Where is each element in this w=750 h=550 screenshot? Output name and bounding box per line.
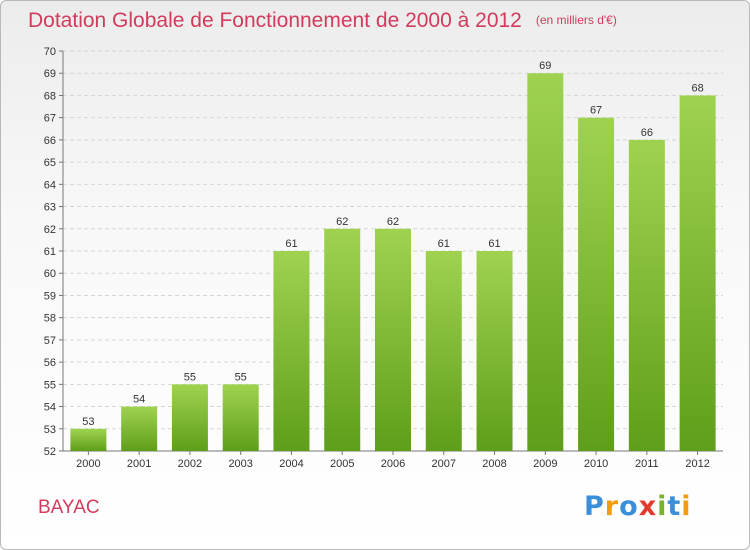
bar-value-label: 55 xyxy=(235,371,247,383)
bar-value-label: 61 xyxy=(488,238,500,250)
x-tick-label: 2007 xyxy=(432,458,456,470)
bars xyxy=(70,73,716,452)
y-tick-label: 65 xyxy=(44,157,56,169)
bar xyxy=(273,251,310,451)
x-tick-label: 2000 xyxy=(76,458,100,470)
bar-value-label: 66 xyxy=(641,127,653,139)
bar-value-label: 68 xyxy=(691,82,703,94)
bar xyxy=(679,95,716,451)
logo-letter: t xyxy=(667,491,682,522)
y-tick-label: 62 xyxy=(44,224,56,236)
bar xyxy=(425,251,462,451)
y-tick-label: 68 xyxy=(44,90,56,102)
bar-value-label: 62 xyxy=(387,216,399,228)
bar-value-label: 54 xyxy=(133,394,145,406)
y-tick-label: 56 xyxy=(44,357,56,369)
y-tick-label: 69 xyxy=(44,68,56,80)
bar-value-label: 53 xyxy=(82,416,94,428)
bar xyxy=(375,228,411,451)
commune-name: BAYAC xyxy=(38,497,100,518)
y-tick-label: 66 xyxy=(44,135,56,147)
y-tick-label: 53 xyxy=(44,424,56,436)
y-tick-label: 67 xyxy=(44,113,56,125)
logo-letter: i xyxy=(681,491,692,522)
bar xyxy=(324,228,361,451)
chart-subtitle: (en milliers d'€) xyxy=(535,13,617,27)
bar-value-label: 61 xyxy=(285,238,297,250)
logo-letter: o xyxy=(619,491,639,522)
axes: 52 53 54 55 56 57 58 59 60 61 62 63 64 65 66 67 68 69 70 20… xyxy=(44,46,723,470)
x-tick-label: 2006 xyxy=(381,458,405,470)
x-tick-label: 2004 xyxy=(279,458,303,470)
logo-letter: r xyxy=(604,491,620,522)
bar xyxy=(578,117,615,452)
x-tick-label: 2008 xyxy=(482,458,506,470)
chart-title: Dotation Globale de Fonctionnement de 20… xyxy=(28,9,617,33)
x-tick-label: 2009 xyxy=(533,458,557,470)
y-tick-label: 54 xyxy=(44,402,56,414)
y-tick-label: 61 xyxy=(44,246,56,258)
value-labels: 53 54 55 55 61 62 62 61 61 69 67 66 68 xyxy=(82,60,703,428)
proxiti-logo: Proxiti xyxy=(584,491,692,522)
x-tick-label: 2002 xyxy=(178,458,202,470)
y-tick-label: 57 xyxy=(44,335,56,347)
bar xyxy=(222,384,259,451)
bar-value-label: 55 xyxy=(184,371,196,383)
bar-value-label: 69 xyxy=(539,60,551,72)
chart-title-text: Dotation Globale de Fonctionnement de 20… xyxy=(28,9,522,32)
x-tick-label: 2010 xyxy=(584,458,608,470)
bar xyxy=(121,406,158,451)
y-tick-label: 52 xyxy=(44,446,56,458)
x-tick-label: 2011 xyxy=(635,458,659,470)
y-tick-label: 58 xyxy=(44,313,56,325)
x-tick-label: 2003 xyxy=(228,458,252,470)
y-tick-label: 64 xyxy=(44,179,56,191)
y-tick-label: 70 xyxy=(44,46,56,58)
x-tick-label: 2012 xyxy=(685,458,709,470)
y-tick-label: 60 xyxy=(44,268,56,280)
bar xyxy=(527,73,564,451)
bar xyxy=(70,428,107,451)
bar-value-label: 67 xyxy=(590,105,602,117)
logo-letter: P xyxy=(584,491,605,522)
x-tick-label: 2001 xyxy=(127,458,151,470)
y-tick-label: 55 xyxy=(44,379,56,391)
y-tick-label: 59 xyxy=(44,290,56,302)
bar xyxy=(628,139,665,451)
logo-letter: x xyxy=(638,491,658,522)
logo-letter: i xyxy=(657,491,668,522)
x-tick-label: 2005 xyxy=(330,458,354,470)
bar-value-label: 61 xyxy=(438,238,450,250)
bar xyxy=(171,384,208,451)
bar-value-label: 62 xyxy=(336,216,348,228)
y-tick-label: 63 xyxy=(44,202,56,214)
bar xyxy=(476,251,513,451)
